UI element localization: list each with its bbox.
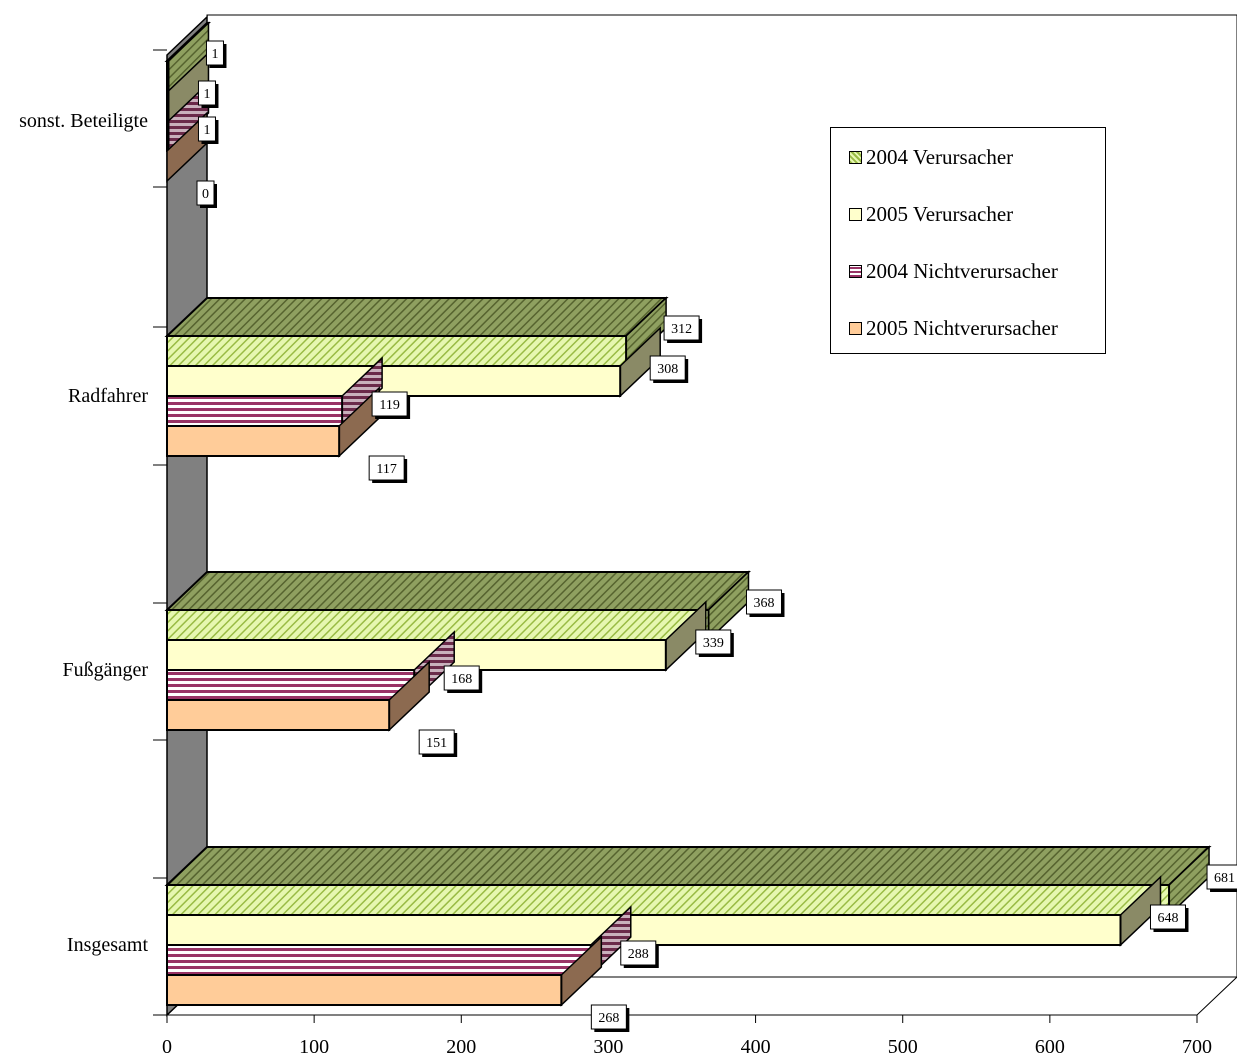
legend-swatch-icon <box>849 150 862 164</box>
x-tick-label: 100 <box>299 1036 329 1058</box>
data-label-text: 151 <box>426 736 447 751</box>
data-label-text: 117 <box>376 462 396 477</box>
data-label: 119 <box>371 391 411 419</box>
legend-swatch-icon <box>849 264 862 278</box>
x-tick-label: 0 <box>162 1036 172 1058</box>
bar <box>166 60 170 92</box>
bar <box>166 90 170 122</box>
data-label-text: 268 <box>598 1011 619 1026</box>
bar-top-face <box>164 297 669 337</box>
data-label: 117 <box>368 455 408 483</box>
data-label: 648 <box>1149 904 1189 932</box>
data-label-box <box>745 589 782 615</box>
bar <box>166 609 710 641</box>
legend-item-series-0: 2004 Verursacher <box>849 145 1013 169</box>
category-label: Radfahrer <box>68 385 148 407</box>
chart-axes: 0 100 200 300 400 500 600 700 Insgesamt Fußgänger… <box>19 49 1212 1058</box>
legend-label: 2005 Nichtverursacher <box>866 315 1058 340</box>
chart-bars <box>164 21 1212 1007</box>
data-label-text: 681 <box>1214 871 1235 886</box>
legend-item-series-3: 2005 Nichtverursacher <box>849 316 1058 340</box>
data-label-box <box>368 455 405 481</box>
data-label: 168 <box>443 665 483 693</box>
data-label: 368 <box>745 589 785 617</box>
bar-top-face <box>164 571 751 611</box>
bar <box>166 639 667 671</box>
data-label-text: 368 <box>753 596 774 611</box>
category-label: sonst. Beteiligte <box>19 110 148 132</box>
data-label-box <box>196 180 215 206</box>
data-label: 1 <box>197 116 219 144</box>
legend-swatch-icon <box>849 321 862 335</box>
data-label-box <box>443 665 480 691</box>
bar <box>166 944 592 976</box>
chart-data-labels: 681 648 288 268 368 339 168 151 312 308 119 117 1 1 1 0 <box>196 40 1237 1032</box>
data-label-box <box>695 629 732 655</box>
data-label: 681 <box>1206 864 1237 892</box>
legend-label: 2004 Nichtverursacher <box>866 258 1058 283</box>
x-tick-label: 500 <box>888 1036 918 1058</box>
data-label-box <box>205 40 224 66</box>
legend-item-series-1: 2005 Verursacher <box>849 202 1013 226</box>
x-tick-label: 200 <box>446 1036 476 1058</box>
bar <box>166 884 1171 916</box>
data-label-box <box>197 116 216 142</box>
data-label-text: 648 <box>1157 911 1178 926</box>
bar <box>166 395 344 427</box>
bar <box>166 669 416 701</box>
data-label: 308 <box>649 355 689 383</box>
data-label-text: 119 <box>379 398 399 413</box>
data-label-box <box>590 1004 627 1030</box>
data-label-box <box>371 391 408 417</box>
data-label-text: 288 <box>628 947 649 962</box>
data-label-text: 1 <box>211 47 218 62</box>
bar <box>166 335 628 367</box>
data-label: 0 <box>196 180 217 208</box>
data-label: 1 <box>205 40 227 68</box>
data-label: 339 <box>695 629 734 657</box>
data-label: 288 <box>620 940 659 968</box>
bar <box>166 914 1122 946</box>
x-tick-label: 700 <box>1182 1036 1212 1058</box>
data-label-box <box>663 315 700 341</box>
bar <box>166 120 170 152</box>
data-label-text: 312 <box>671 322 692 337</box>
data-label-text: 1 <box>203 87 210 102</box>
data-label-text: 339 <box>703 636 724 651</box>
x-tick-label: 600 <box>1035 1036 1065 1058</box>
legend-item-series-2: 2004 Nichtverursacher <box>849 259 1058 283</box>
data-label-box <box>649 355 686 381</box>
data-label: 312 <box>663 315 703 343</box>
category-label: Insgesamt <box>67 934 149 956</box>
legend-label: 2004 Verursacher <box>866 144 1014 169</box>
data-label-box <box>197 80 216 106</box>
data-label-text: 168 <box>451 672 472 687</box>
bar <box>166 974 563 1006</box>
data-label: 268 <box>590 1004 630 1032</box>
bar-top-face <box>164 846 1212 886</box>
bar <box>166 425 341 457</box>
data-label-box <box>1149 904 1186 930</box>
legend-label: 2005 Verursacher <box>866 201 1014 226</box>
data-label-text: 308 <box>657 362 678 377</box>
data-label: 1 <box>197 80 219 108</box>
x-tick-label: 400 <box>741 1036 771 1058</box>
data-label-text: 0 <box>202 187 209 202</box>
data-label-box <box>418 729 455 755</box>
data-label-box <box>620 940 657 966</box>
data-label: 151 <box>418 729 458 757</box>
chart-legend: 2004 Verursacher 2005 Verursacher 2004 N… <box>830 127 1106 354</box>
data-label-box <box>1206 864 1237 890</box>
category-label: Fußgänger <box>62 659 148 681</box>
bar <box>166 699 391 731</box>
x-tick-label: 300 <box>593 1036 623 1058</box>
data-label-text: 1 <box>203 123 210 138</box>
legend-swatch-icon <box>849 207 862 221</box>
